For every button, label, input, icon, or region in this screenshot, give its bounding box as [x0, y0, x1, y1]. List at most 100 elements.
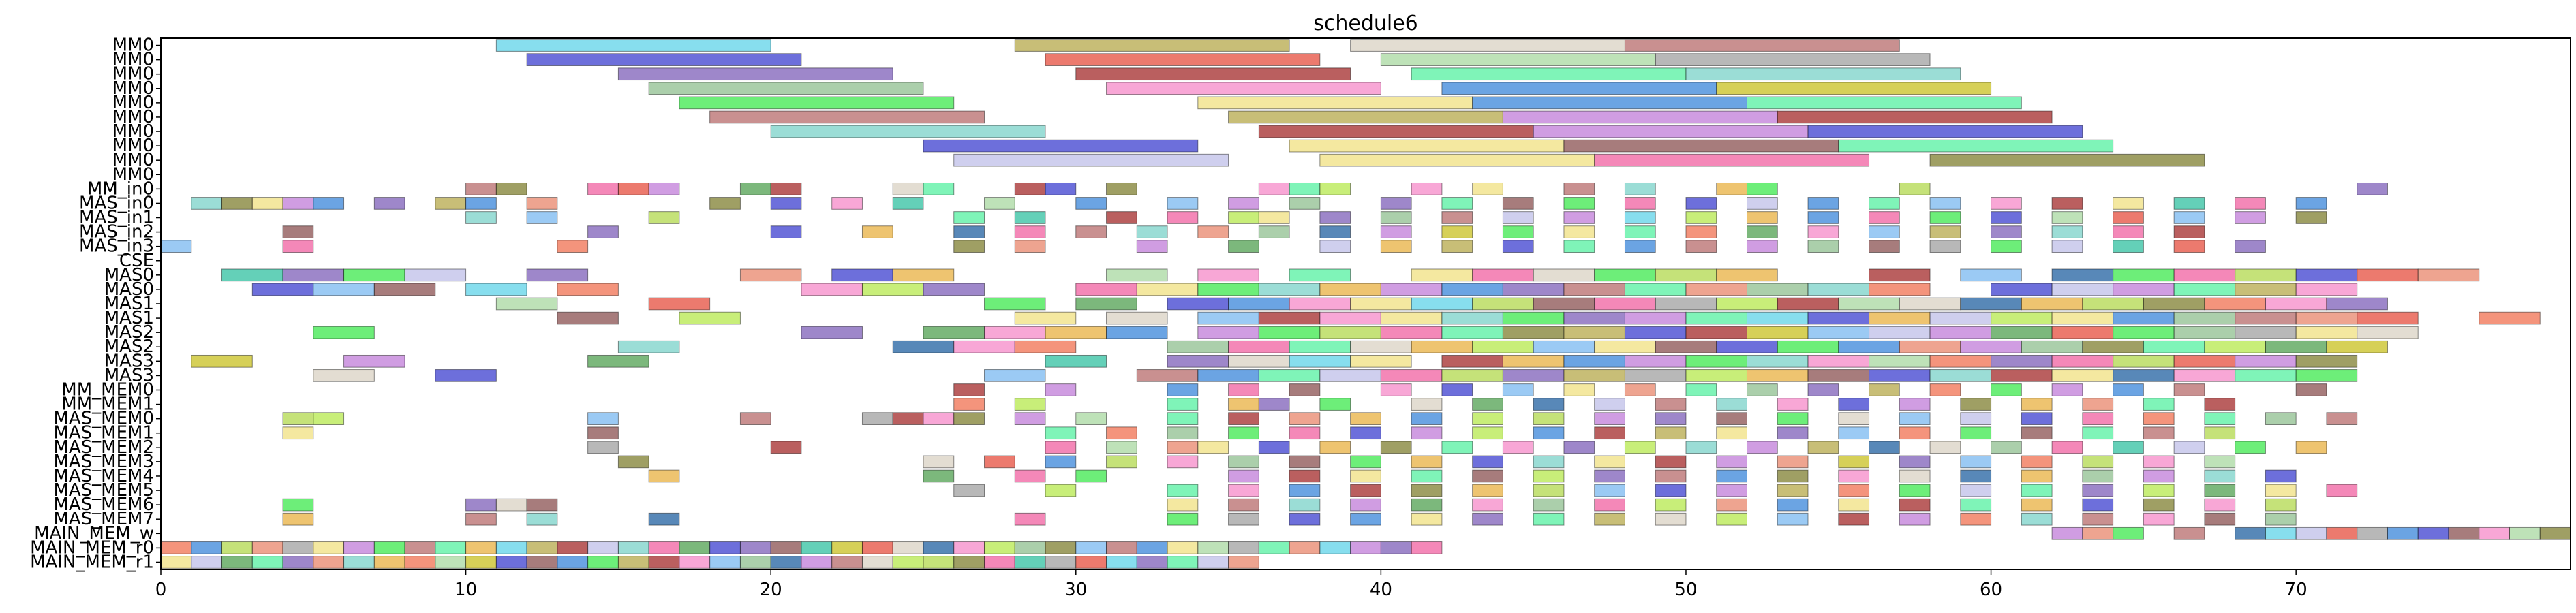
y-tick-label: MAIN_MEM_w [34, 523, 154, 544]
task-bar [1533, 125, 1809, 138]
task-bar [221, 556, 253, 569]
task-bar [2235, 311, 2297, 325]
task-bar [282, 197, 314, 210]
x-tick-label: 50 [1674, 580, 1697, 600]
task-bar [953, 340, 1015, 353]
task-bar [1014, 182, 1046, 195]
task-bar [251, 556, 283, 569]
task-bar [2051, 225, 2083, 238]
task-bar [1960, 498, 1992, 512]
task-bar [1289, 426, 1321, 440]
task-bar [1655, 512, 1687, 526]
task-bar [1594, 297, 1656, 311]
task-bar [1533, 512, 1565, 526]
task-bar [1106, 82, 1381, 95]
task-bar [617, 541, 649, 554]
y-tick-label: MAS_MEM6 [53, 494, 154, 515]
task-bar [1350, 426, 1381, 440]
task-bar [1228, 383, 1259, 396]
y-tick-label: MAS2 [104, 322, 154, 343]
task-bar [2113, 283, 2175, 296]
task-bar [2295, 441, 2327, 454]
task-bar [1899, 297, 1961, 311]
task-bar [2173, 526, 2205, 540]
task-bar [1746, 182, 1778, 195]
task-bar [1929, 240, 1961, 253]
task-bar [1380, 197, 1412, 210]
task-bar [1929, 225, 1961, 238]
task-bar [1746, 354, 1809, 368]
task-bar [1624, 283, 1687, 296]
task-bar [1869, 441, 1900, 454]
task-bar [617, 67, 893, 81]
task-bar [1533, 455, 1565, 469]
task-bar [1045, 182, 1077, 195]
task-bar [282, 412, 314, 426]
y-tick-label: MM0 [112, 136, 154, 156]
y-tick-label: MAS1 [104, 294, 154, 314]
task-bar [1807, 211, 1839, 224]
y-tick-label: MAS0 [104, 279, 154, 300]
task-bar [1167, 556, 1199, 569]
task-bar [1045, 541, 1077, 554]
task-bar [282, 225, 314, 238]
task-bar [1594, 498, 1625, 512]
task-bar [1167, 426, 1199, 440]
task-bar [1594, 469, 1625, 483]
y-tick-label: MM_in0 [87, 178, 154, 199]
task-bar [1624, 182, 1656, 195]
task-bar [953, 412, 985, 426]
task-bar [495, 541, 527, 554]
task-bar [1869, 197, 1900, 210]
y-tick-label: MAIN_MEM_r0 [30, 537, 154, 558]
task-bar [2021, 512, 2053, 526]
task-bar [526, 211, 558, 224]
task-bar [1197, 326, 1259, 339]
task-bar [2417, 526, 2449, 540]
task-bar [861, 225, 893, 238]
task-bar [1563, 354, 1625, 368]
task-bar [1136, 556, 1168, 569]
task-bar [526, 53, 802, 66]
x-axis: 0 10 20 30 40 50 60 70 [155, 569, 2307, 600]
task-bar [1655, 297, 1717, 311]
task-bar [1624, 197, 1656, 210]
task-bar [1075, 283, 1137, 296]
task-bar [1472, 182, 1503, 195]
task-bar [251, 197, 283, 210]
task-bar [2204, 398, 2236, 411]
task-bar [1411, 498, 1443, 512]
task-bar [251, 541, 283, 554]
task-bar [465, 197, 497, 210]
task-bar [1441, 211, 1473, 224]
task-bar [1228, 240, 1259, 253]
task-bar [160, 556, 192, 569]
task-bar [282, 240, 314, 253]
task-bar [587, 182, 619, 195]
task-bar [831, 268, 893, 282]
x-tick-label: 10 [455, 580, 477, 600]
task-bar [373, 541, 405, 554]
task-bar [1380, 311, 1443, 325]
task-bar [2021, 484, 2053, 497]
task-bar [1838, 139, 2114, 153]
task-bar [160, 541, 192, 554]
task-bar [1319, 225, 1351, 238]
task-bar [2204, 484, 2236, 497]
task-bar [831, 541, 863, 554]
task-bar [2113, 240, 2144, 253]
task-bar [1350, 469, 1381, 483]
task-bar [1167, 541, 1199, 554]
task-bar [2173, 268, 2236, 282]
task-bar [1075, 541, 1107, 554]
task-bar [1899, 340, 1961, 353]
task-bar [984, 326, 1046, 339]
task-bar [343, 541, 375, 554]
task-bar [1533, 484, 1565, 497]
task-bar [1716, 426, 1747, 440]
task-bar [587, 541, 619, 554]
task-bar [1258, 311, 1321, 325]
task-bar [2265, 526, 2297, 540]
task-bar [1807, 311, 1870, 325]
task-bar [2265, 297, 2327, 311]
